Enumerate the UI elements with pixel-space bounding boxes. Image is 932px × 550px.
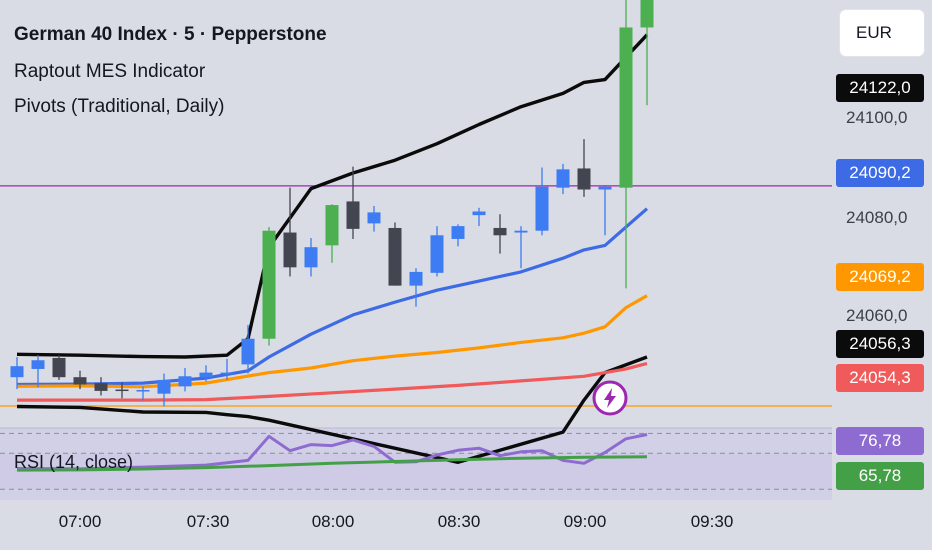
indicator-label-pivots[interactable]: Pivots (Traditional, Daily) <box>14 96 225 117</box>
candle-body <box>472 211 486 216</box>
candle-body <box>94 383 108 391</box>
candle-body <box>409 271 423 286</box>
candle-body <box>199 372 213 378</box>
ma-orange-line <box>16 294 648 389</box>
candle-body <box>514 230 528 233</box>
price-tag-ma-red: 24054,3 <box>836 364 924 392</box>
candle-body <box>115 389 129 392</box>
price-tag-upper-band: 24122,0 <box>836 74 924 102</box>
candle-body <box>241 338 255 365</box>
indicator-label-raptout[interactable]: Raptout MES Indicator <box>14 61 206 82</box>
candle-body <box>430 235 444 273</box>
x-tick-label: 07:30 <box>186 512 230 531</box>
candle-body <box>52 357 66 378</box>
x-tick-label: 09:30 <box>690 512 734 531</box>
chart-title: German 40 Index · 5 · Pepperstone <box>14 24 327 45</box>
candle-body <box>346 201 360 229</box>
candle-body <box>283 232 297 268</box>
candle-body <box>556 169 570 188</box>
x-tick-label: 09:00 <box>563 512 607 531</box>
y-tick-label: 24080,0 <box>846 208 908 227</box>
rsi-ma-value-tag: 65,78 <box>836 462 924 490</box>
y-tick-label: 24100,0 <box>846 108 908 127</box>
lightning-icon[interactable] <box>592 380 628 416</box>
candle-body <box>325 205 339 246</box>
candle-body <box>31 360 45 369</box>
candle-body <box>178 376 192 387</box>
rsi-value-tag: 76,78 <box>836 427 924 455</box>
x-tick-label: 07:00 <box>58 512 102 531</box>
ma-red-line <box>17 361 648 402</box>
price-tag-ma-blue: 24090,2 <box>836 159 924 187</box>
ma-blue-line <box>16 207 649 387</box>
rsi-band <box>0 453 832 490</box>
x-tick-label: 08:00 <box>311 512 355 531</box>
candle-body <box>640 0 654 28</box>
candle-body <box>73 377 87 385</box>
candle-body <box>10 366 24 378</box>
candle-body <box>367 212 381 224</box>
candle-body <box>535 186 549 231</box>
candle-body <box>493 227 507 236</box>
rsi-ma-line <box>16 455 648 472</box>
candle-body <box>220 372 234 375</box>
candle-body <box>577 168 591 190</box>
candle-body <box>388 227 402 286</box>
rsi-label[interactable]: RSI (14, close) <box>14 452 134 472</box>
currency-button[interactable]: EUR <box>840 10 924 56</box>
candle-body <box>304 247 318 268</box>
candle-body <box>598 186 612 190</box>
candle-body <box>136 390 150 392</box>
candle-body <box>262 230 276 339</box>
x-tick-label: 08:30 <box>437 512 481 531</box>
lower-band-line <box>16 355 648 464</box>
price-tag-lower-band: 24056,3 <box>836 330 924 358</box>
price-tag-ma-orange: 24069,2 <box>836 263 924 291</box>
candle-body <box>619 27 633 188</box>
candle-body <box>157 379 171 394</box>
candle-body <box>451 226 465 239</box>
y-tick-label: 24060,0 <box>846 306 908 325</box>
